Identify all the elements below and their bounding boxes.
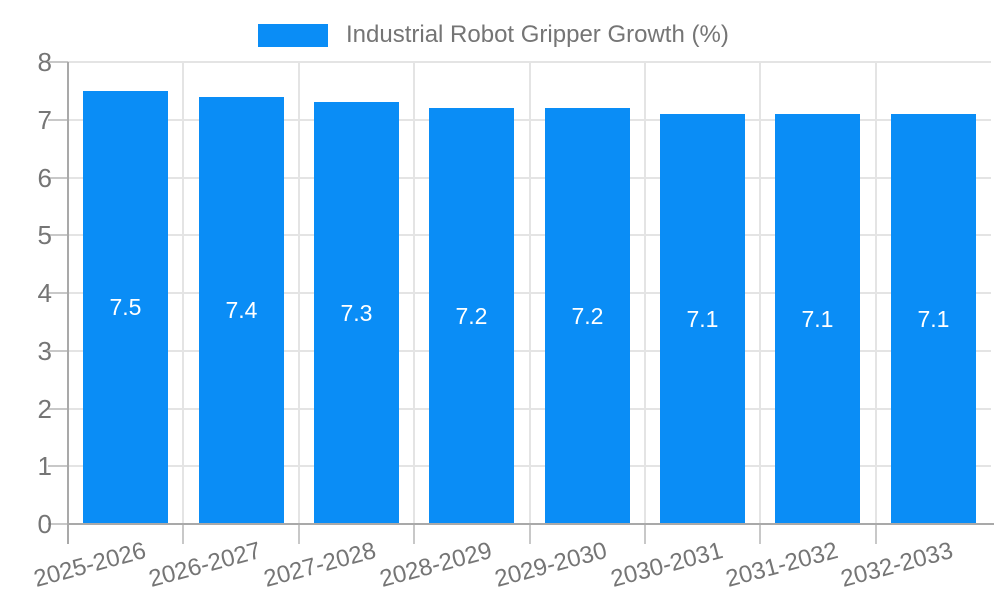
y-axis-tick-label: 5 (37, 220, 52, 250)
bar[interactable]: 7.1 (891, 114, 976, 524)
v-gridline (759, 62, 761, 524)
bar[interactable]: 7.4 (199, 97, 284, 524)
y-axis-tick-label: 7 (37, 105, 52, 135)
h-gridline (48, 119, 991, 121)
bar[interactable]: 7.1 (775, 114, 860, 524)
x-tick (182, 524, 184, 544)
x-tick (875, 524, 877, 544)
h-gridline (48, 465, 991, 467)
h-gridline (48, 408, 991, 410)
y-tick (48, 177, 68, 179)
h-gridline (48, 61, 991, 63)
h-gridline (48, 350, 991, 352)
y-axis-tick-label: 8 (37, 47, 52, 77)
x-axis-tick-label: 2029-2030 (492, 537, 610, 593)
x-axis-tick-label: 2031-2032 (723, 537, 841, 593)
x-axis-tick-label: 2027-2028 (261, 537, 379, 593)
legend-swatch (258, 23, 328, 47)
bar-value-label: 7.1 (801, 305, 834, 332)
x-tick (298, 524, 300, 544)
y-axis-tick-label: 4 (37, 278, 52, 308)
x-axis-tick-label: 2028-2029 (377, 537, 495, 593)
bar-value-label: 7.2 (455, 302, 488, 329)
x-axis-tick-label: 2032-2033 (838, 537, 956, 593)
x-axis-tick-label: 2025-2026 (31, 537, 149, 593)
y-axis-tick-label: 0 (37, 509, 52, 539)
v-gridline (298, 62, 300, 524)
bar-value-label: 7.1 (686, 305, 719, 332)
x-axis-tick-label: 2026-2027 (146, 537, 264, 593)
h-gridline (48, 177, 991, 179)
y-axis-tick-label: 6 (37, 163, 52, 193)
bar[interactable]: 7.2 (545, 108, 630, 524)
y-tick (48, 61, 68, 63)
x-axis-tick-label: 2030-2031 (608, 537, 726, 593)
y-axis-tick-label: 2 (37, 394, 52, 424)
v-gridline (644, 62, 646, 524)
bar[interactable]: 7.5 (83, 91, 168, 524)
y-tick (48, 523, 68, 525)
y-tick (48, 350, 68, 352)
bar[interactable]: 7.2 (429, 108, 514, 524)
bar-value-label: 7.4 (225, 297, 258, 323)
legend-label: Industrial Robot Gripper Growth (%) (346, 21, 729, 48)
bar[interactable]: 7.3 (314, 102, 399, 524)
x-tick (759, 524, 761, 544)
bar[interactable]: 7.1 (660, 114, 745, 524)
y-tick (48, 465, 68, 467)
y-tick (48, 119, 68, 121)
y-axis-tick-label: 3 (37, 336, 52, 366)
y-axis-line (67, 62, 69, 544)
y-axis-tick-label: 1 (37, 451, 52, 481)
v-gridline (529, 62, 531, 524)
bar-value-label: 7.2 (571, 302, 604, 329)
x-axis-line (67, 523, 994, 525)
y-tick (48, 292, 68, 294)
x-tick (413, 524, 415, 544)
bar-value-label: 7.3 (340, 299, 373, 326)
x-tick (529, 524, 531, 544)
h-gridline (48, 292, 991, 294)
x-tick (644, 524, 646, 544)
bar-value-label: 7.5 (109, 294, 142, 320)
v-gridline (182, 62, 184, 524)
v-gridline (875, 62, 877, 524)
legend[interactable]: Industrial Robot Gripper Growth (%) (258, 21, 729, 49)
h-gridline (48, 234, 991, 236)
v-gridline (413, 62, 415, 524)
bar-value-label: 7.1 (917, 305, 950, 332)
y-tick (48, 408, 68, 410)
y-tick (48, 234, 68, 236)
